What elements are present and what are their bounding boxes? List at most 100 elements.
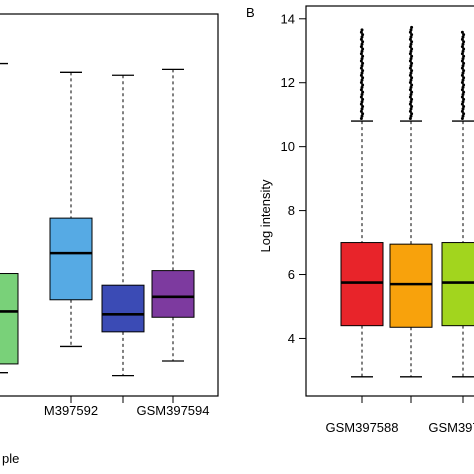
panel-b-boxplot: B 4 6 8 10 12 14 GSM397588 GSM397 Log intensit… (246, 5, 474, 435)
box-2-outlier (409, 71, 413, 75)
box-1-outlier (360, 85, 364, 89)
x-tick-label: GSM397 (428, 420, 474, 435)
box-1-outlier (359, 117, 363, 121)
panel-b-plot-frame (305, 5, 474, 397)
panel-a-x-ticks: M397592 GSM397594 (44, 396, 210, 418)
box-2-outlier (408, 81, 412, 85)
box-3-outlier (460, 66, 464, 70)
box-2-outlier (410, 90, 414, 94)
box-1-outlier (359, 88, 363, 92)
box-2-outlier (409, 28, 413, 32)
box-1-outlier (361, 33, 365, 37)
box-4 (151, 68, 195, 362)
y-tick-label: 10 (281, 139, 295, 154)
box-2-outlier (410, 61, 414, 65)
box-2-outlier (408, 88, 412, 92)
panel-a-x-axis-title: ple (2, 451, 19, 466)
box-2-outlier (409, 114, 413, 118)
box-3-iqr (441, 242, 474, 327)
box-1-outlier (361, 47, 365, 51)
box-3-outlier (460, 37, 464, 41)
panel-b-letter: B (246, 5, 255, 20)
box-2-outlier (409, 57, 413, 61)
box-3-outlier (461, 49, 465, 53)
box-2-outlier (410, 54, 414, 58)
box-4-iqr (151, 270, 195, 318)
box-3-outlier (462, 90, 466, 94)
box-3-outlier (462, 54, 466, 58)
panel-a-plot-frame (0, 13, 219, 397)
box-1-outlier (359, 81, 363, 85)
box-1-outlier (360, 35, 364, 39)
box-1-outlier (359, 37, 363, 41)
box-2-outlier (408, 66, 412, 70)
y-tick-label: 8 (288, 203, 295, 218)
box-2 (49, 71, 93, 348)
box-3 (101, 74, 145, 377)
box-2-outlier (409, 100, 413, 104)
box-1-outlier (360, 57, 364, 61)
box-1-outlier (361, 90, 365, 94)
box-1-outlier (360, 107, 364, 111)
box-3-outlier (460, 59, 464, 63)
box-2-outlier (409, 49, 413, 53)
box-2-outlier (408, 117, 412, 121)
box-1-iqr (0, 273, 19, 365)
box-1-outlier (361, 61, 365, 65)
box-1-outlier (360, 100, 364, 104)
box-2-outlier (410, 76, 414, 80)
box-1-outlier (359, 52, 363, 56)
box-2-outlier (410, 112, 414, 116)
box-2-outlier (409, 93, 413, 97)
box-2-outlier (409, 35, 413, 39)
box-1-outlier (361, 83, 365, 87)
box-3-outlier (460, 81, 464, 85)
box-3-outlier (462, 33, 466, 37)
box-1-outlier (360, 71, 364, 75)
box-3-iqr (101, 284, 145, 333)
box-3-outlier (460, 88, 464, 92)
box-1-outlier (360, 114, 364, 118)
box-3-outlier (461, 100, 465, 104)
panel-b-x-ticks: GSM397588 GSM397 (326, 396, 474, 435)
box-3-outlier (461, 85, 465, 89)
box-3-outlier (461, 57, 465, 61)
box-2-outlier (409, 42, 413, 46)
box-3-outlier (462, 83, 466, 87)
box-1-outlier (359, 66, 363, 70)
box-3-outlier (462, 47, 466, 51)
box-2 (389, 25, 433, 378)
box-3-outlier (460, 95, 464, 99)
box-2-outlier (408, 52, 412, 56)
x-tick-label: GSM397588 (326, 420, 399, 435)
box-3-outlier (461, 35, 465, 39)
box-3-outlier (462, 76, 466, 80)
box-1-outlier (360, 93, 364, 97)
box-2-outlier (408, 30, 412, 34)
box-3-outlier (461, 93, 465, 97)
x-tick-label: GSM397594 (137, 403, 210, 418)
box-3-outlier (460, 109, 464, 113)
box-3-outlier (462, 97, 466, 101)
box-2-outlier (410, 40, 414, 44)
y-tick-label: 4 (288, 331, 295, 346)
box-1-iqr (340, 242, 384, 327)
box-3-outlier (460, 52, 464, 56)
box-1-outlier (361, 112, 365, 116)
box-1-outlier (361, 54, 365, 58)
box-1 (340, 28, 384, 378)
box-2-outlier (409, 64, 413, 68)
box-3-outlier (460, 117, 464, 121)
box-3-outlier (462, 105, 466, 109)
box-2-outlier (410, 97, 414, 101)
box-3-outlier (461, 78, 465, 82)
box-3-outlier (461, 71, 465, 75)
box-3 (441, 30, 474, 378)
panel-b-y-ticks: 4 6 8 10 12 14 (281, 11, 306, 346)
box-1-outlier (359, 30, 363, 34)
box-2-iqr (49, 217, 93, 301)
box-1-outlier (361, 69, 365, 73)
y-tick-label: 14 (281, 11, 295, 26)
box-2-outlier (408, 102, 412, 106)
box-2-outlier (410, 33, 414, 37)
